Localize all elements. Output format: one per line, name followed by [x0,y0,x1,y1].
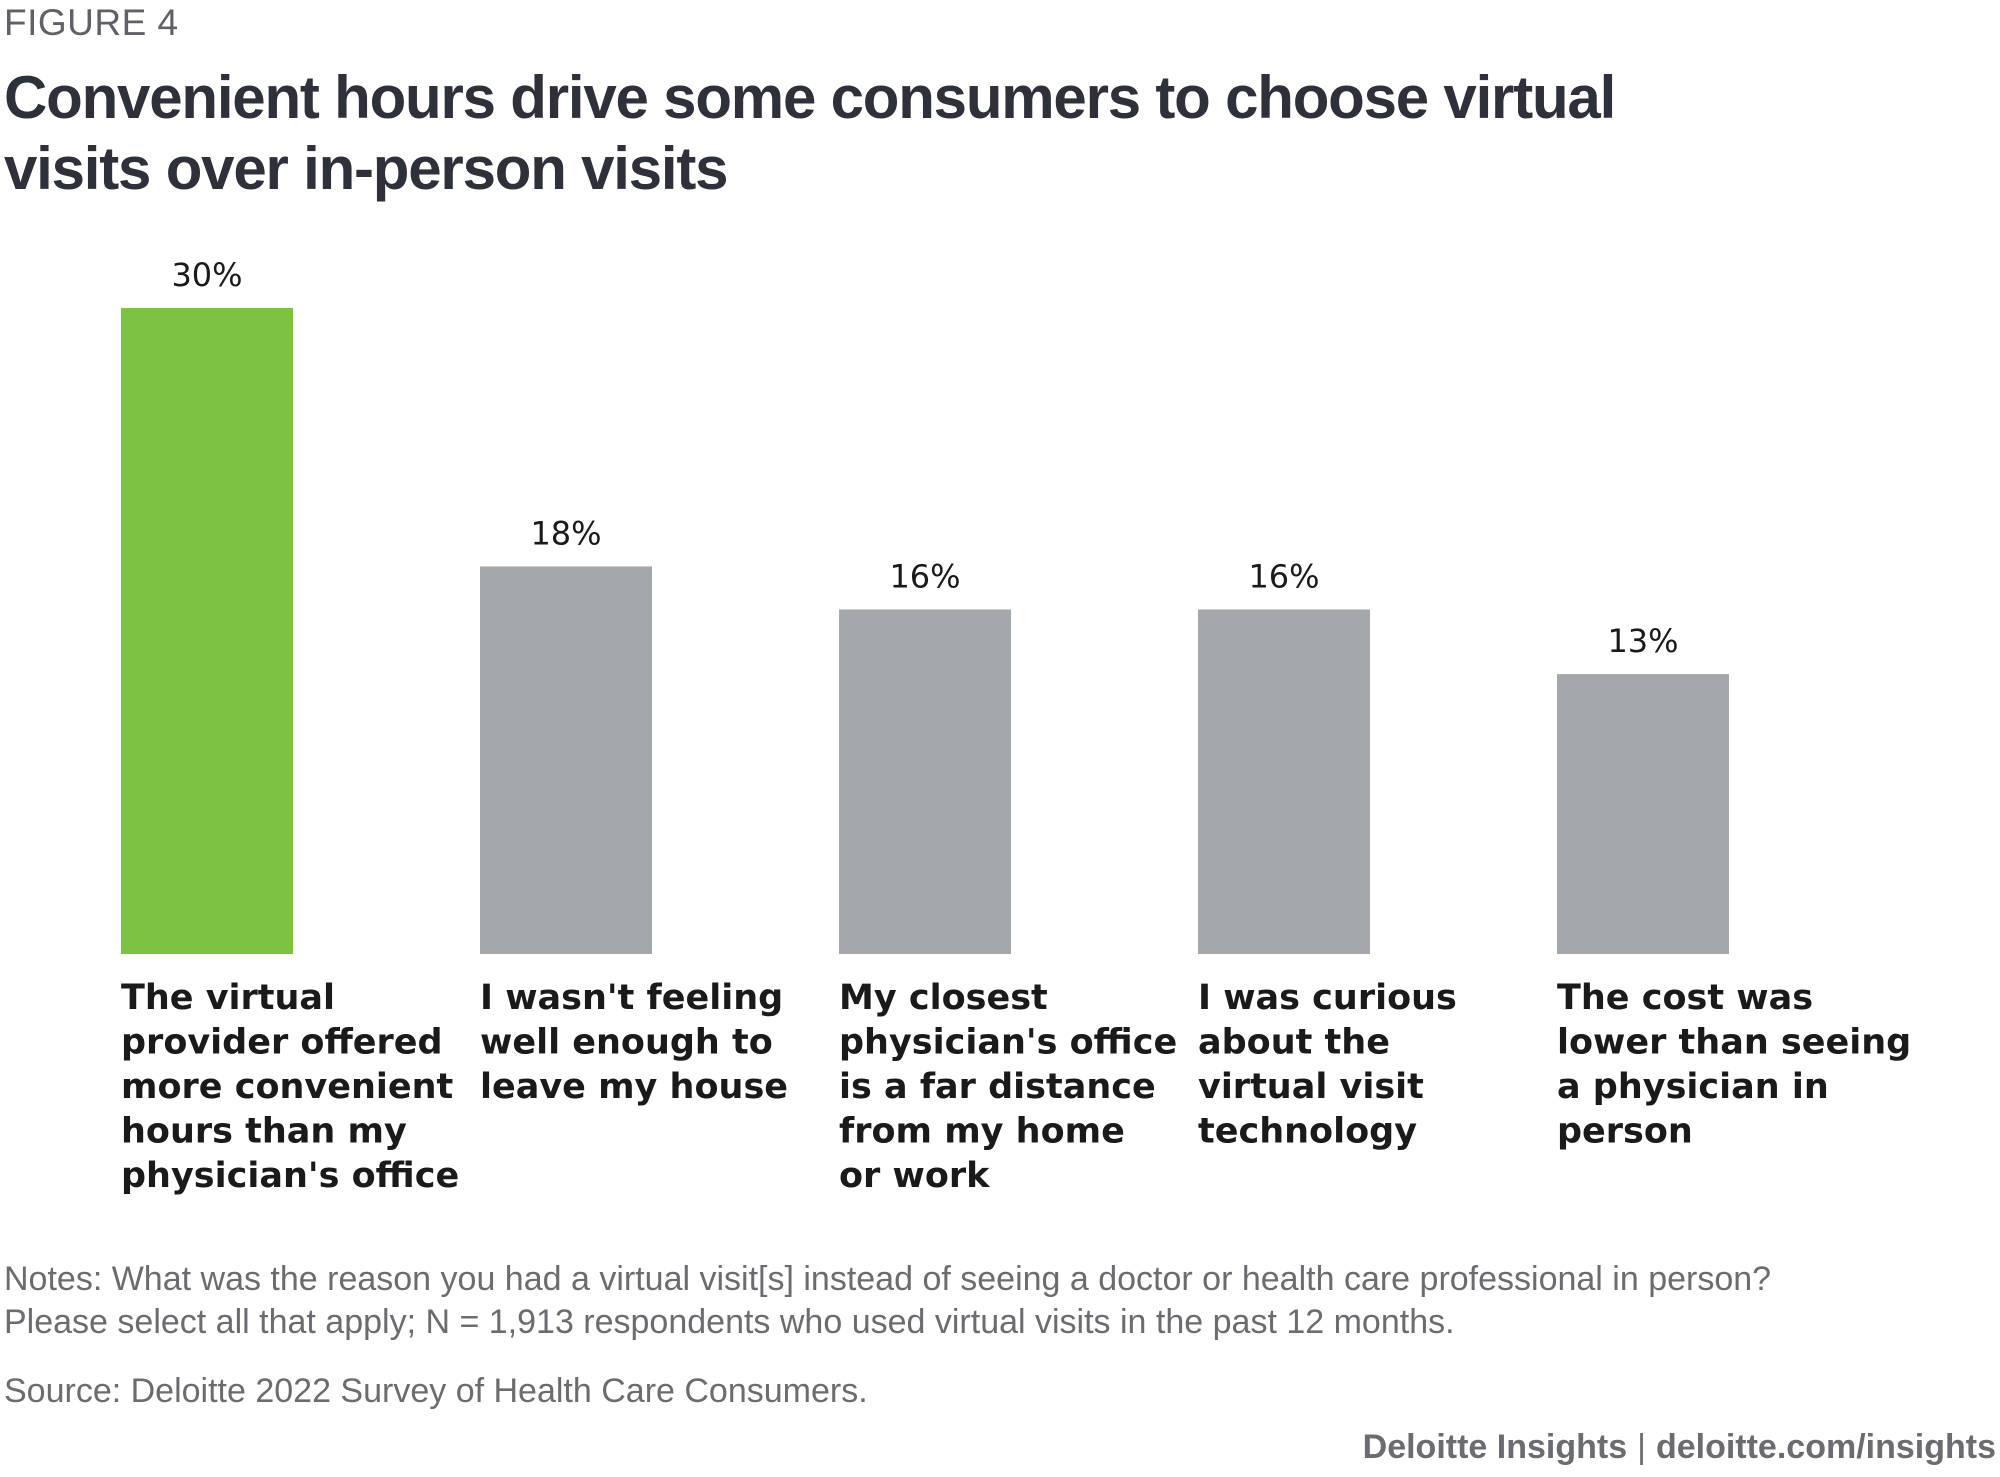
category-label-2: I wasn't feeling well enough to leave my h… [480,978,788,1107]
notes-line-2: Please select all that apply; N = 1,913 … [4,1303,1455,1341]
footer-separator: | [1637,1428,1646,1466]
value-label-1: 30% [171,256,242,294]
category-label-4: I was curious about the virtual visit techn… [1198,978,1457,1152]
chart-notes: Notes: What was the reason you had a vir… [4,1258,1984,1344]
bar-1 [121,308,293,954]
notes-line-1: Notes: What was the reason you had a vir… [4,1260,1772,1298]
figure-label: FIGURE 4 [4,2,179,43]
value-label-2: 18% [530,514,601,552]
value-label-5: 13% [1607,622,1678,660]
bar-4 [1198,609,1370,954]
bar-3 [839,609,1011,954]
bar-2 [480,566,652,954]
category-label-3: My closest physician's office is a far dis… [839,978,1177,1196]
category-label-1: The virtual provider offered more convenie… [121,978,459,1196]
footer-credit: Deloitte Insights | deloitte.com/insights [1363,1428,1996,1467]
footer-brand: Deloitte Insights [1362,1428,1628,1466]
footer-url-link[interactable]: deloitte.com/insights [1655,1428,1996,1466]
value-label-4: 16% [1248,557,1319,595]
bar-5 [1557,674,1729,954]
category-label-5: The cost was lower than seeing a physician… [1557,978,1911,1152]
value-label-3: 16% [889,557,960,595]
chart-source: Source: Deloitte 2022 Survey of Health C… [4,1372,868,1410]
chart-title: Convenient hours drive some consumers to… [4,64,1616,202]
